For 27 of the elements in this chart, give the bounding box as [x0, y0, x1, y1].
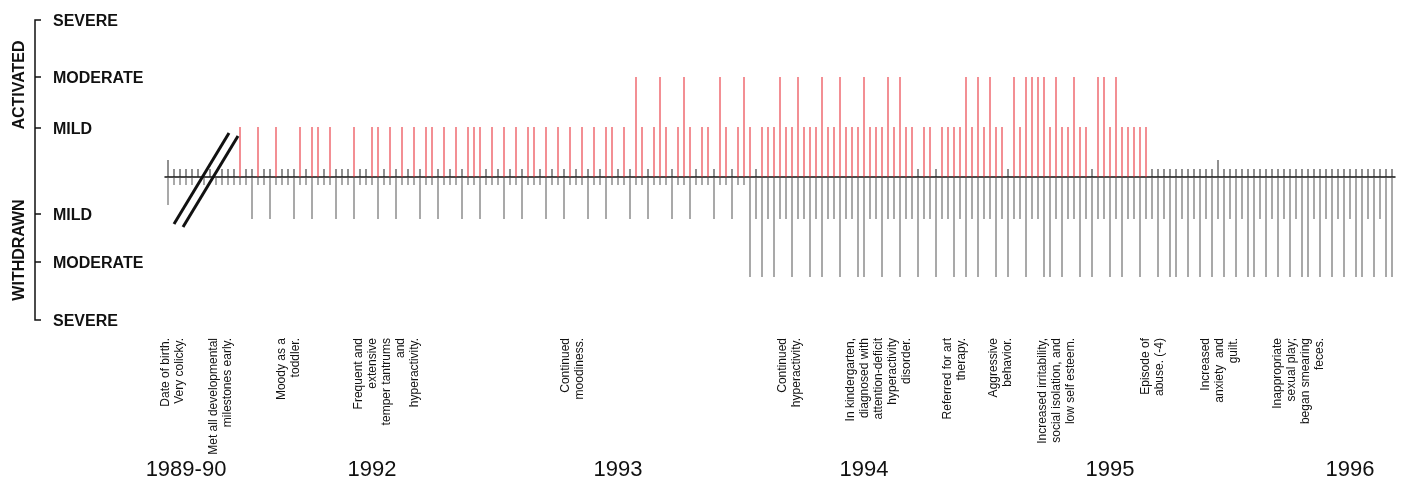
text: Aggressive behavior. [986, 337, 1014, 398]
x-tick-label: 1993 [593, 455, 643, 481]
text: Moody as a toddler. [274, 337, 302, 401]
text: MILD [53, 205, 93, 223]
text: WITHDRAWN [9, 199, 27, 301]
text: SEVERE [53, 311, 119, 329]
x-tick-label: 1992 [347, 455, 397, 481]
x-tick-label: 1996 [1325, 455, 1375, 481]
text: Continued hyperactivity. [775, 338, 803, 408]
text: Date of birth. Very colicky. [158, 338, 186, 407]
x-tick-label: 1995 [1085, 455, 1135, 481]
text: Inappropriate sexual play; began smearing feces. [1270, 337, 1326, 425]
text: In kindergarten, diagnosed with attention-deficit hyperactivity disorder. [843, 337, 913, 422]
text: Increased anxiety and guilt. [1198, 338, 1240, 403]
text: MODERATE [53, 253, 144, 271]
text: Episode of abuse. (-4) [1138, 337, 1166, 397]
text: Continued moodiness. [558, 338, 586, 400]
x-tick-label: 1994 [839, 455, 889, 481]
text: SEVERE [53, 11, 119, 29]
text: Increased irritability, social isolation, and low self esteem. [1035, 338, 1077, 444]
x-tick-label: 1989-90 [145, 455, 227, 481]
text: MODERATE [53, 68, 144, 86]
text: Met all developmental milestones early. [206, 338, 234, 455]
text: ACTIVATED [9, 40, 27, 130]
text: Frequent and extensive temper tantrums and hyperactivity. [351, 337, 421, 426]
text: MILD [53, 119, 93, 137]
text: Referred for art therapy. [940, 337, 968, 420]
